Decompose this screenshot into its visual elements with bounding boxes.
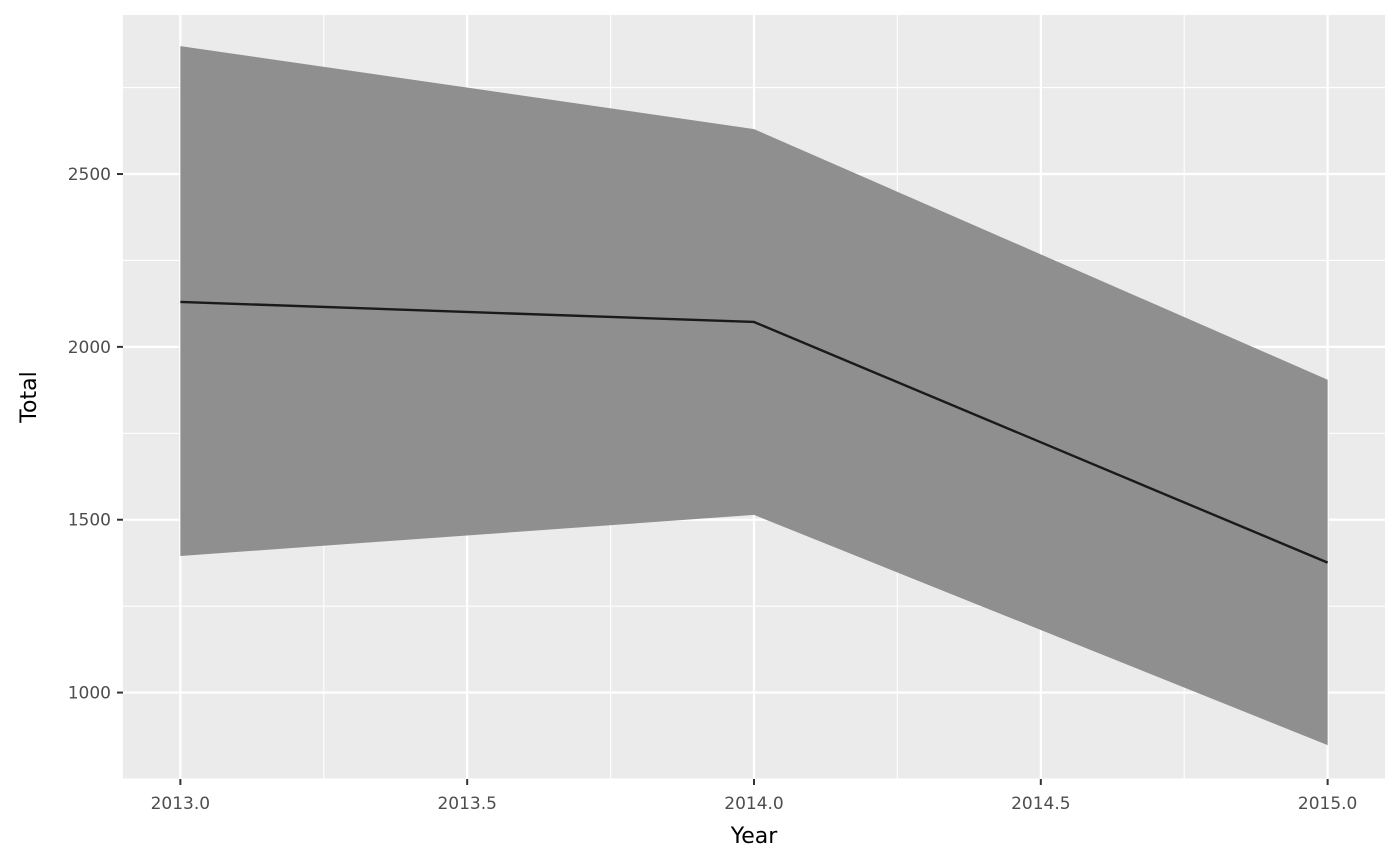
y-axis-title: Total xyxy=(17,371,42,423)
x-axis-ticks: 2013.0 2013.5 2014.0 2014.5 2015.0 xyxy=(151,779,1357,814)
y-tick-label: 2000 xyxy=(68,338,111,358)
x-tick-label: 2015.0 xyxy=(1298,794,1357,814)
x-tick-label: 2014.5 xyxy=(1011,794,1070,814)
x-tick-label: 2013.0 xyxy=(151,794,210,814)
confidence-ribbon xyxy=(180,46,1328,746)
x-tick-label: 2013.5 xyxy=(437,794,496,814)
x-tick-label: 2014.0 xyxy=(724,794,783,814)
series-lines xyxy=(180,300,1329,564)
y-axis-ticks: 1000 1500 2000 2500 xyxy=(68,165,123,704)
x-axis-title: Year xyxy=(730,824,779,849)
y-tick-label: 1500 xyxy=(68,511,111,531)
series-line xyxy=(180,300,1329,564)
confidence-ribbons xyxy=(180,46,1328,746)
y-tick-label: 1000 xyxy=(68,684,111,704)
y-tick-label: 2500 xyxy=(68,165,111,185)
